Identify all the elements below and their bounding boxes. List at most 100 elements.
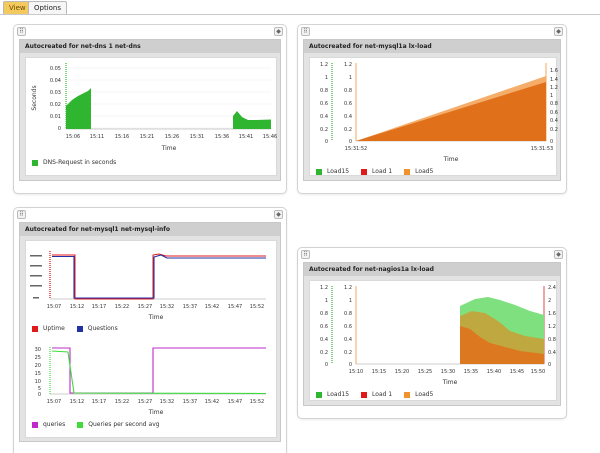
- y-tick: [30, 255, 42, 257]
- y-tick: 0.6: [344, 324, 352, 330]
- y-tick: 0.4: [344, 337, 352, 343]
- y-tick: 10: [35, 379, 41, 385]
- legend-item[interactable]: Load5: [404, 168, 433, 176]
- y-tick: 0.4: [320, 114, 328, 120]
- legend-item[interactable]: Load15: [316, 391, 349, 399]
- y-tick: [30, 285, 42, 287]
- legend-item[interactable]: Load 1: [361, 391, 392, 399]
- y-tick: 1.6: [548, 311, 556, 317]
- y-tick: 0.6: [550, 110, 558, 116]
- x-tick: 15:12: [70, 304, 84, 310]
- x-tick-labels-lower: 15:07 15:12 15:17 15:22 15:27 15:32 15:3…: [47, 399, 264, 405]
- legend-item[interactable]: Questions: [76, 325, 118, 333]
- drag-handle-icon[interactable]: ⠿: [301, 250, 310, 259]
- drag-handle-icon[interactable]: ⠿: [17, 210, 26, 219]
- card-menu-icon[interactable]: ◆: [554, 250, 563, 259]
- x-tick: 15:27: [138, 399, 152, 405]
- legend-item[interactable]: Load 1: [361, 168, 392, 176]
- questions-line: [52, 254, 266, 299]
- y-tick: 0: [349, 139, 352, 145]
- legend-upper: Uptime Questions: [32, 325, 130, 333]
- y-tick: 1: [325, 75, 328, 81]
- y-tick: 0.6: [320, 324, 328, 330]
- x-tick-labels: 15:10 15:15 15:20 15:25 15:30 15:35 15:4…: [349, 369, 545, 375]
- y-tick: 0.2: [320, 350, 328, 356]
- y-tick: 0.2: [550, 127, 558, 133]
- legend-swatch: [76, 326, 83, 332]
- legend-label: Uptime: [43, 325, 65, 332]
- x-tick: 15:42: [205, 304, 219, 310]
- y-tick: [33, 297, 39, 299]
- y-tick: 0: [325, 139, 328, 145]
- legend-item[interactable]: Load15: [316, 168, 349, 176]
- y-tick: 1: [550, 93, 553, 99]
- legend-swatch: [404, 392, 411, 398]
- x-tick: 15:07: [47, 304, 61, 310]
- y-tick: 5: [38, 386, 41, 392]
- card-mysql-load: ⠿ ◆ Autocreated for net-mysql1a lx-load …: [297, 24, 567, 194]
- legend-swatch: [32, 160, 38, 166]
- x-axis-label: Time: [442, 379, 458, 386]
- card-menu-icon[interactable]: ◆: [554, 27, 563, 36]
- tab-bar: View Options: [0, 0, 600, 15]
- nagios-load-chart: 1.2 1 0.8 0.6 0.4 0.2 0 1.2 1 0.8 0.6 0.…: [320, 285, 556, 386]
- tab-options[interactable]: Options: [28, 1, 68, 14]
- x-tick: 15:25: [418, 369, 432, 375]
- drag-handle-icon[interactable]: ⠿: [17, 27, 26, 36]
- y-tick: 30: [35, 347, 41, 353]
- card-menu-icon[interactable]: ◆: [274, 210, 283, 219]
- x-tick: 15:32: [160, 399, 174, 405]
- legend-label: Queries per second avg: [88, 421, 160, 428]
- x-tick: 15:20: [395, 369, 409, 375]
- legend-item[interactable]: Queries per second avg: [77, 421, 160, 429]
- load1-area: [356, 82, 546, 141]
- y-tick: 0: [550, 139, 553, 145]
- y-tick: 0.2: [320, 127, 328, 133]
- y-tick-labels-right: 2.4 2 1.6 1.2 0.8 0.4 0: [548, 285, 556, 368]
- legend-item[interactable]: queries: [32, 421, 65, 429]
- y-tick: 0.8: [320, 88, 328, 94]
- legend-label: DNS-Request in seconds: [43, 159, 117, 166]
- y-tick: 0: [325, 362, 328, 368]
- uptime-line: [52, 253, 266, 300]
- x-tick: 15:15: [372, 369, 386, 375]
- legend: DNS-Request in seconds: [32, 159, 128, 167]
- legend-label: queries: [43, 421, 66, 428]
- x-tick: 15:45: [510, 369, 524, 375]
- drag-handle-icon[interactable]: ⠿: [301, 27, 310, 36]
- y-tick: 0: [58, 126, 61, 132]
- y-tick: 0.02: [50, 102, 61, 108]
- x-tick: 15:36: [215, 134, 229, 140]
- x-axis-label: Time: [161, 145, 177, 152]
- y-tick: 0.03: [50, 90, 61, 96]
- y-tick: 0.4: [344, 114, 352, 120]
- legend-label: Questions: [87, 325, 118, 332]
- chart-area: 15:07 15:12 15:17 15:22 15:27 15:32 15:3…: [25, 240, 277, 438]
- x-tick: 15:12: [70, 399, 84, 405]
- legend-item[interactable]: Load5: [404, 391, 433, 399]
- y-tick-labels: [30, 255, 42, 299]
- legend-swatch: [404, 169, 411, 175]
- y-tick: 0.6: [344, 101, 352, 107]
- card-menu-icon[interactable]: ◆: [274, 27, 283, 36]
- legend-swatch: [361, 392, 368, 398]
- y-tick-labels-right: 1.6 1.4 1.2 1 0.8 0.6 0.4 0.2 0: [550, 68, 558, 145]
- dns-series-area-2: [233, 111, 271, 129]
- mysql-info-chart: 15:07 15:12 15:17 15:22 15:27 15:32 15:3…: [30, 251, 267, 416]
- legend-swatch: [32, 422, 38, 428]
- legend-item[interactable]: DNS-Request in seconds: [32, 159, 116, 167]
- y-tick: 15: [35, 371, 41, 377]
- legend: Load15 Load 1 Load5: [316, 391, 445, 399]
- legend-item[interactable]: Uptime: [32, 325, 65, 333]
- y-tick-labels: 0.05 0.04 0.03 0.02 0.01 0: [50, 66, 61, 132]
- qps-avg-line: [51, 350, 267, 395]
- y-tick: 25: [35, 355, 41, 361]
- x-tick: 15:26: [165, 134, 179, 140]
- y-tick: 1.4: [550, 77, 558, 83]
- chart-area: 1.2 1 0.8 0.6 0.4 0.2 0 1.2 1 0.8 0.6 0.…: [309, 57, 558, 176]
- legend-label: Load5: [415, 168, 434, 175]
- mysql-load-chart: 1.2 1 0.8 0.6 0.4 0.2 0 1.2 1 0.8 0.6 0.…: [320, 62, 558, 163]
- y-tick: 0.2: [344, 127, 352, 133]
- x-tick: 15:16: [115, 134, 129, 140]
- y-tick: 2.4: [548, 285, 556, 291]
